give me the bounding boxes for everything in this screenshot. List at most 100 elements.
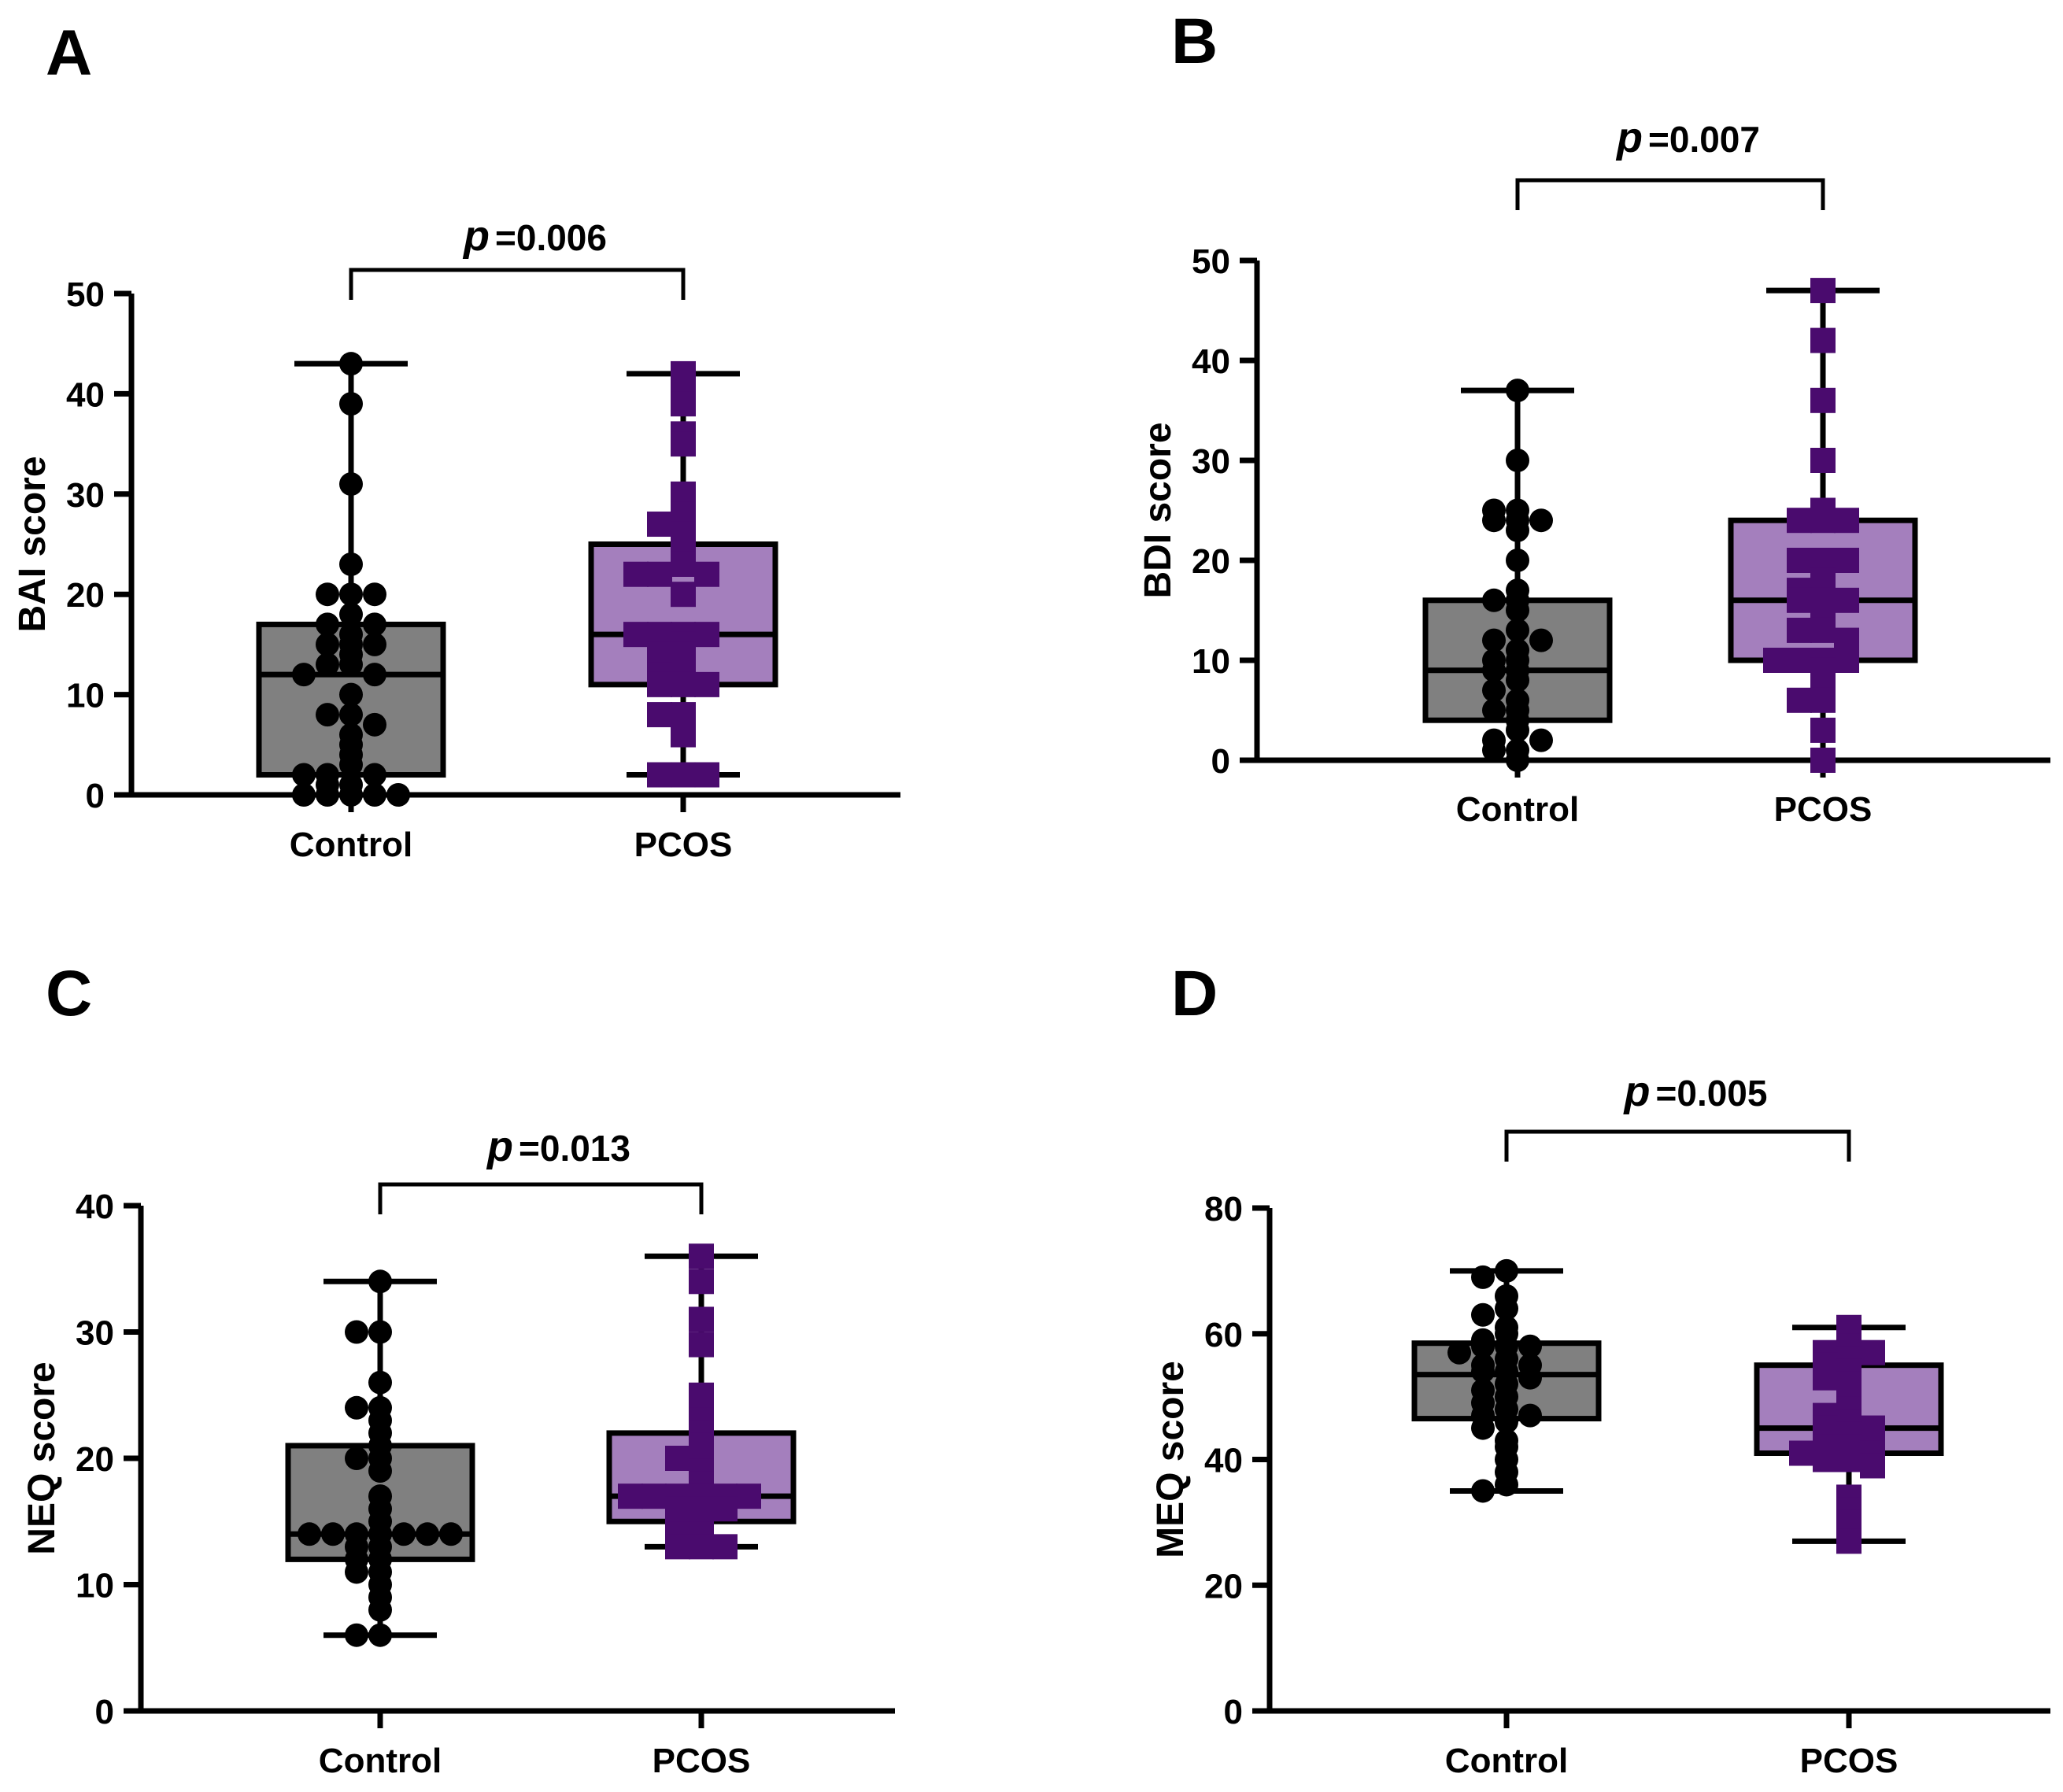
data-point-pcos xyxy=(1810,327,1836,353)
data-point-control xyxy=(292,663,316,687)
data-point-control xyxy=(316,612,339,637)
data-point-pcos xyxy=(1834,648,1859,673)
data-point-control xyxy=(1471,1479,1495,1503)
data-point-pcos xyxy=(647,512,672,538)
data-point-pcos xyxy=(671,762,696,788)
data-point-pcos xyxy=(1763,648,1788,673)
data-point-pcos xyxy=(712,1534,738,1560)
data-point-pcos xyxy=(1834,548,1859,573)
y-tick-label: 50 xyxy=(66,275,105,314)
y-tick-label: 50 xyxy=(1192,242,1230,281)
data-point-pcos xyxy=(689,1534,714,1560)
y-tick-label: 10 xyxy=(76,1567,114,1605)
data-point-control xyxy=(1482,698,1506,722)
data-point-control xyxy=(1495,1296,1518,1321)
y-tick-label: 40 xyxy=(1192,342,1230,381)
data-point-pcos xyxy=(1834,508,1859,534)
data-point-control xyxy=(345,1320,368,1344)
data-point-control xyxy=(1495,1410,1518,1434)
data-point-control xyxy=(368,1269,392,1294)
y-tick-label: 30 xyxy=(76,1314,114,1353)
y-tick-label: 30 xyxy=(66,476,105,515)
data-point-control xyxy=(339,582,363,607)
y-tick-label: 20 xyxy=(1192,542,1230,581)
data-point-control xyxy=(1495,1472,1518,1497)
y-tick-label: 0 xyxy=(1224,1693,1243,1731)
data-point-control xyxy=(1482,678,1506,703)
panel-b: B 0 10 20 30 40 50 BDI score Control PCOS p =0.007 xyxy=(1137,6,2050,829)
data-point-control xyxy=(345,1623,368,1647)
data-point-control xyxy=(1506,718,1529,742)
data-point-control xyxy=(292,763,316,787)
data-point-pcos xyxy=(1787,687,1812,713)
data-point-control xyxy=(363,632,386,656)
panel-label: A xyxy=(46,17,92,89)
data-point-pcos xyxy=(1860,1339,1885,1365)
data-point-control xyxy=(345,1447,368,1470)
data-point-control xyxy=(339,652,363,677)
data-point-control xyxy=(368,1459,392,1483)
data-point-pcos xyxy=(1834,587,1859,613)
data-point-control xyxy=(339,352,363,376)
data-point-control xyxy=(339,472,363,497)
data-point-pcos xyxy=(1813,1365,1838,1391)
data-point-control xyxy=(1482,738,1506,763)
data-point-control xyxy=(1506,449,1529,472)
data-point-control xyxy=(1506,518,1529,542)
data-point-control xyxy=(1471,1265,1495,1289)
data-point-control xyxy=(368,1370,392,1395)
data-point-pcos xyxy=(1810,448,1836,473)
data-point-pcos xyxy=(641,1483,667,1509)
data-point-control xyxy=(339,552,363,576)
data-point-pcos xyxy=(618,1483,643,1509)
data-point-pcos xyxy=(689,1269,714,1295)
data-point-pcos xyxy=(1836,1447,1862,1472)
p-value-symbol: p xyxy=(486,1123,513,1170)
y-tick-label: 0 xyxy=(86,777,105,815)
data-point-pcos xyxy=(1789,1440,1814,1466)
y-tick-label: 0 xyxy=(1211,742,1230,781)
data-point-pcos xyxy=(623,561,649,587)
data-point-control xyxy=(363,783,386,807)
p-value-symbol: p xyxy=(462,212,490,260)
data-point-pcos xyxy=(671,582,696,608)
data-point-control xyxy=(439,1522,463,1546)
data-point-control xyxy=(368,1623,392,1647)
data-point-control xyxy=(363,712,386,737)
data-point-pcos xyxy=(689,1243,714,1269)
data-point-control xyxy=(1518,1334,1542,1358)
panel-c: C 0 10 20 30 40 NEQ score Control PCOS p =0.013 xyxy=(21,958,895,1780)
data-point-control xyxy=(316,703,339,727)
x-tick-label: Control xyxy=(1445,1742,1568,1780)
data-point-pcos xyxy=(665,1446,690,1471)
data-point-pcos xyxy=(623,622,649,648)
y-tick-label: 60 xyxy=(1204,1316,1243,1354)
data-point-control xyxy=(1518,1403,1542,1428)
data-point-control xyxy=(1471,1334,1495,1358)
data-point-pcos xyxy=(1787,508,1812,534)
data-point-control xyxy=(316,582,339,607)
significance-bracket xyxy=(349,268,686,300)
p-value-text: =0.006 xyxy=(495,217,607,258)
data-point-control xyxy=(368,1598,392,1622)
data-point-control xyxy=(292,783,316,807)
panel-d: D 0 20 40 60 80 MEQ score Control PCOS p =0.005 xyxy=(1150,958,2050,1780)
data-point-pcos xyxy=(1787,548,1812,573)
panel-label: D xyxy=(1171,958,1218,1029)
x-tick-label: PCOS xyxy=(653,1742,751,1780)
y-tick-label: 40 xyxy=(66,375,105,414)
data-point-control xyxy=(1518,1365,1542,1390)
data-point-control xyxy=(1506,618,1529,642)
data-point-pcos xyxy=(671,551,696,577)
data-point-control xyxy=(1447,1340,1471,1365)
y-tick-label: 20 xyxy=(66,576,105,615)
data-point-control xyxy=(1471,1416,1495,1440)
data-point-pcos xyxy=(1813,1447,1838,1472)
data-point-control xyxy=(316,652,339,677)
y-tick-label: 30 xyxy=(1192,442,1230,481)
data-point-control xyxy=(339,783,363,807)
data-point-control xyxy=(1482,588,1506,612)
data-point-pcos xyxy=(694,622,719,648)
data-point-pcos xyxy=(689,1332,714,1358)
data-point-control xyxy=(1529,728,1553,752)
